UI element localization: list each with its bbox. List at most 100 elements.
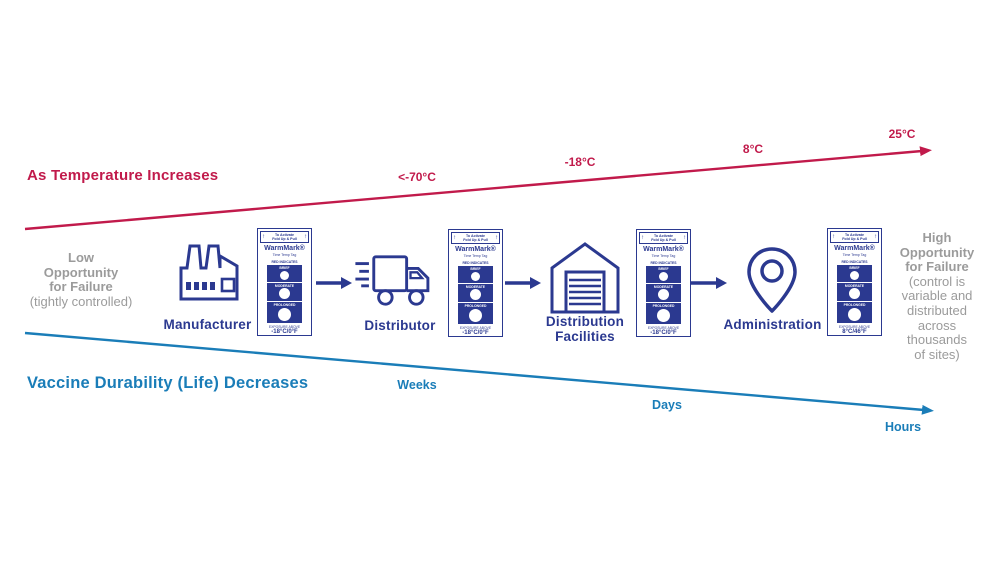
indicator-dot [469,308,482,322]
exposure-temp: -18°C/0°F [462,329,489,336]
red-indicates-label: RED INDICATES [271,260,298,265]
note-line: for Failure [905,259,969,275]
activate-strip: ↑ To Activate Fold Up & Pull ↑ [451,232,500,245]
activate-text: To Activate Fold Up & Pull [456,234,495,242]
note-line: of sites) [914,346,960,362]
level-label: MODERATE [274,283,295,288]
warmmark-subtitle: Time Temp Tag [272,253,297,258]
indicator-dot [471,271,480,281]
note-line: Opportunity [43,264,119,280]
stage-label-distribution-facilities: Distribution Facilities [545,314,625,344]
activate-text: To Activate Fold Up & Pull [835,233,874,241]
activate-line: To Activate [845,233,864,237]
activate-strip: ↑ To Activate Fold Up & Pull ↑ [639,232,688,245]
level-label: PROLONGED [652,304,675,309]
up-arrow-icon: ↑ [304,234,307,241]
truck-icon [355,255,430,306]
level-label: MODERATE [844,283,865,288]
up-arrow-icon: ↑ [683,235,686,242]
warmmark-brand: WarmMark® [455,246,496,254]
warehouse-icon [550,242,620,314]
time-tick-weeks: Weeks [397,378,437,392]
activate-strip: ↑ To Activate Fold Up & Pull ↑ [260,231,309,244]
factory-icon [179,244,239,301]
level-label: MODERATE [465,284,486,289]
location-pin-icon [747,247,797,313]
temp-tick--70c: <-70°C [398,170,436,184]
temp-tick-8c: 8°C [742,142,764,156]
time-tick-days: Days [652,398,682,412]
flow-arrow-icon [691,277,727,289]
flow-arrow-icon [316,277,352,289]
activate-line: Fold Up & Pull [463,238,488,243]
activate-line: Fold Up & Pull [842,237,867,242]
level-label: BRIEF [470,267,481,272]
exposure-label: EXPOSURE ABOVE [268,324,301,329]
note-line: variable and [901,288,973,304]
up-arrow-icon: ↑ [495,235,498,242]
indicator-section-prolonged: PROLONGED [646,303,681,324]
exposure-temp: -18°C/0°F [650,329,677,336]
note-line: High [922,230,952,245]
low-opportunity-note: Low Opportunity for Failure (tightly con… [10,250,152,309]
indicator-panel: BRIEF MODERATE PROLONGED [837,265,872,323]
indicator-section-moderate: MODERATE [837,283,872,303]
level-label: PROLONGED [273,303,296,308]
warmmark-brand: WarmMark® [834,245,875,253]
indicator-dot [278,307,291,321]
temperature-axis-title: As Temperature Increases [27,167,219,184]
exposure-label: EXPOSURE ABOVE [838,324,871,329]
activate-line: To Activate [466,234,485,238]
activate-line: To Activate [654,234,673,238]
indicator-section-prolonged: PROLONGED [458,303,493,324]
exposure-temp: 8°C/46°F [842,328,867,335]
note-line: thousands [907,332,967,348]
time-tick-hours: Hours [884,420,922,434]
activate-line: Fold Up & Pull [272,237,297,242]
level-label: PROLONGED [843,303,866,308]
indicator-section-moderate: MODERATE [267,283,302,303]
indicator-dot [657,308,670,322]
up-arrow-icon: ↑ [262,234,265,241]
exposure-label: EXPOSURE ABOVE [647,325,680,330]
indicator-section-prolonged: PROLONGED [837,302,872,323]
indicator-section-brief: BRIEF [458,266,493,284]
warmmark-subtitle: Time Temp Tag [842,253,867,258]
up-arrow-icon: ↑ [874,234,877,241]
indicator-dot [470,289,481,301]
level-label: PROLONGED [464,304,487,309]
exposure-temp: -18°C/0°F [271,328,298,335]
warmmark-subtitle: Time Temp Tag [463,254,488,259]
up-arrow-icon: ↑ [832,234,835,241]
durability-axis-title: Vaccine Durability (Life) Decreases [27,374,309,392]
warmmark-subtitle: Time Temp Tag [651,254,676,259]
up-arrow-icon: ↑ [641,235,644,242]
note-line: across [917,317,957,333]
activate-line: Fold Up & Pull [651,238,676,243]
up-arrow-icon: ↑ [453,235,456,242]
level-label: BRIEF [849,266,860,271]
red-indicates-label: RED INDICATES [650,261,677,266]
stage-label-distributor: Distributor [364,318,436,333]
red-indicates-label: RED INDICATES [841,260,868,265]
red-indicates-label: RED INDICATES [462,261,489,266]
indicator-panel: BRIEF MODERATE PROLONGED [267,265,302,323]
stage-label-manufacturer: Manufacturer [163,317,252,332]
durability-arrow-line [24,331,934,415]
indicator-section-brief: BRIEF [837,265,872,283]
temp-tick-25c: 25°C [888,127,916,141]
activate-strip: ↑ To Activate Fold Up & Pull ↑ [830,231,879,244]
indicator-panel: BRIEF MODERATE PROLONGED [458,266,493,324]
note-line: Opportunity [899,244,975,260]
warmmark-indicator-card: ↑ To Activate Fold Up & Pull ↑ WarmMark®… [636,229,691,337]
note-line: Low [68,250,94,265]
activate-line: To Activate [275,233,294,237]
indicator-dot [659,271,668,281]
warmmark-indicator-card: ↑ To Activate Fold Up & Pull ↑ WarmMark®… [257,228,312,336]
indicator-dot [850,270,859,280]
level-label: BRIEF [658,267,669,272]
indicator-section-moderate: MODERATE [646,284,681,304]
note-line: (control is [908,273,966,289]
